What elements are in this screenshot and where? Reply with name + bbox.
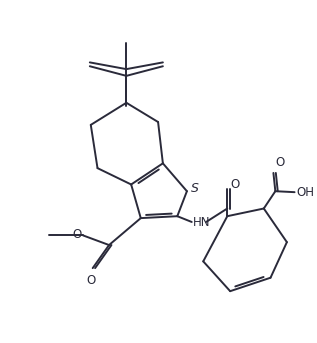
Text: S: S [191, 182, 199, 195]
Text: HN: HN [193, 216, 210, 229]
Text: O: O [86, 274, 95, 287]
Text: O: O [275, 156, 285, 169]
Text: O: O [230, 178, 239, 191]
Text: OH: OH [296, 186, 314, 199]
Text: O: O [72, 228, 81, 241]
